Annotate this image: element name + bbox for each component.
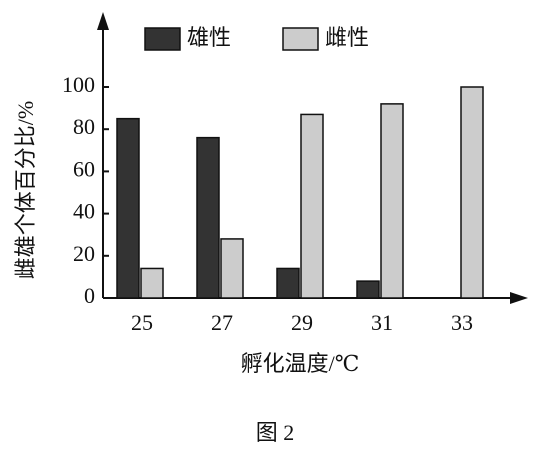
y-tick-label: 40: [73, 199, 95, 224]
x-axis-arrow: [510, 292, 528, 304]
bar: [357, 281, 379, 298]
x-tick-label: 33: [451, 310, 473, 335]
x-tick-label: 29: [291, 310, 313, 335]
caption: 图 2: [256, 420, 295, 445]
legend-label: 雌性: [325, 25, 369, 50]
y-tick-label: 20: [73, 241, 95, 266]
bar: [277, 268, 299, 298]
y-tick-label: 100: [62, 72, 95, 97]
bar: [381, 104, 403, 298]
x-tick-label: 27: [211, 310, 233, 335]
legend-swatch: [145, 28, 180, 50]
bar: [197, 138, 219, 298]
legend-swatch: [283, 28, 318, 50]
y-tick-label: 80: [73, 114, 95, 139]
x-tick-label: 31: [371, 310, 393, 335]
y-tick-label: 60: [73, 156, 95, 181]
legend-label: 雄性: [187, 25, 231, 50]
x-tick-label: 25: [131, 310, 153, 335]
x-axis-label: 孵化温度/℃: [241, 351, 360, 376]
bar: [461, 87, 483, 298]
bar: [301, 114, 323, 298]
bar: [141, 268, 163, 298]
y-axis-arrow: [97, 12, 109, 30]
bar: [117, 119, 139, 298]
bar: [221, 239, 243, 298]
y-tick-label: 0: [84, 283, 95, 308]
y-axis-label: 雌雄个体百分比/%: [13, 101, 38, 279]
